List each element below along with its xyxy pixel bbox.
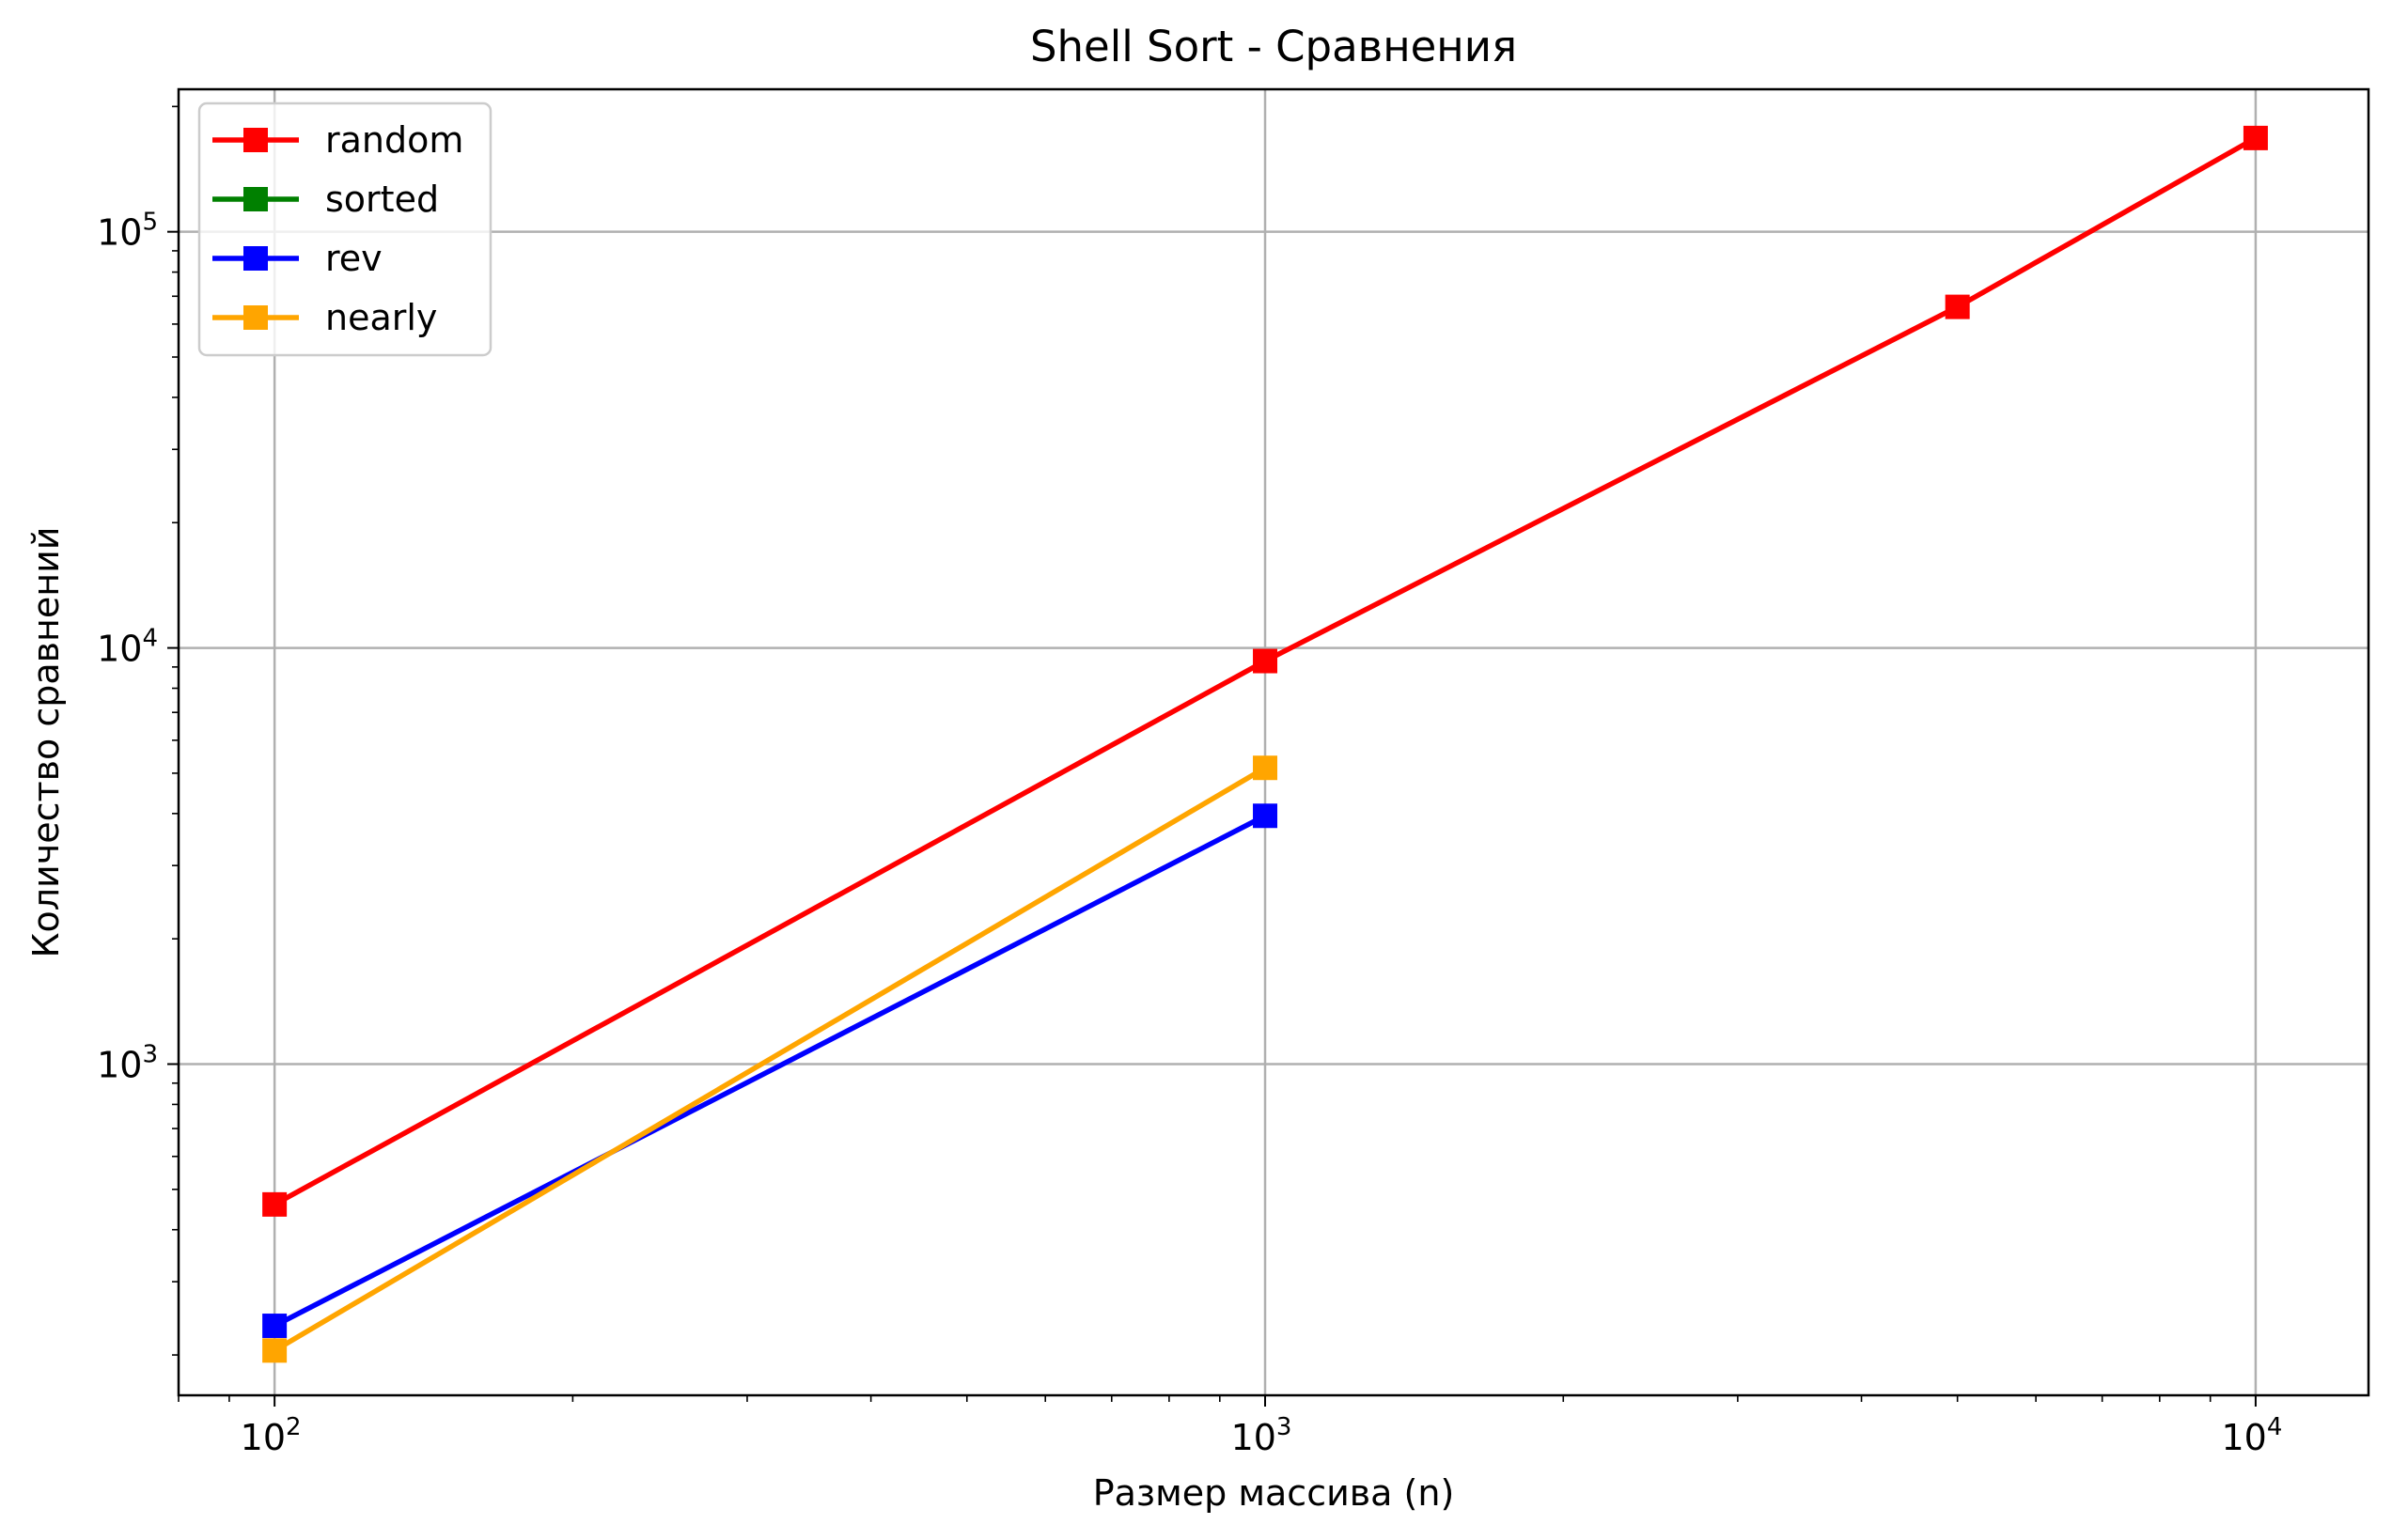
y-tick-label: 105	[97, 209, 158, 254]
legend-items: random sorted rev nearly	[212, 119, 463, 338]
data-point-nearly	[262, 1338, 288, 1363]
y-tick-label-base: 10	[97, 1044, 142, 1085]
legend-marker-nearly	[243, 305, 268, 330]
x-tick-label: 104	[2221, 1413, 2282, 1458]
legend-marker-sorted	[243, 187, 268, 211]
legend-marker-random	[243, 128, 268, 152]
x-tick-label-base: 10	[241, 1417, 286, 1458]
series-line-rev	[273, 813, 1267, 1329]
y-axis-label: Количество сравнений	[25, 527, 67, 958]
legend-label-sorted: sorted	[325, 179, 439, 220]
data-point-random	[1253, 648, 1278, 674]
y-tick-label-exponent: 5	[142, 209, 158, 237]
y-tick-label: 103	[97, 1040, 158, 1085]
y-tick-label-base: 10	[97, 629, 142, 670]
x-tick-label-exponent: 3	[1276, 1413, 1292, 1441]
y-tick-label-exponent: 4	[142, 625, 158, 653]
data-point-nearly	[1253, 755, 1278, 781]
x-tick-label-base: 10	[2221, 1417, 2266, 1458]
x-tick-label-exponent: 4	[2267, 1413, 2283, 1441]
data-point-rev	[262, 1314, 288, 1339]
data-point-random	[1945, 294, 1970, 319]
chart-title: Shell Sort - Сравнения	[1030, 22, 1517, 71]
legend-label-nearly: nearly	[325, 297, 437, 338]
series-line-random	[273, 135, 2258, 1207]
legend-label-rev: rev	[325, 238, 383, 279]
y-tick-label: 104	[97, 625, 158, 670]
legend-box	[197, 101, 492, 357]
y-tick-label-exponent: 3	[142, 1040, 158, 1068]
series-line-nearly	[273, 765, 1267, 1353]
legend-label-random: random	[325, 119, 463, 161]
legend-marker-rev	[243, 246, 268, 271]
data-point-rev	[1253, 803, 1278, 829]
x-axis-label: Размер массива (n)	[1093, 1472, 1455, 1514]
x-tick-label: 103	[1231, 1413, 1292, 1458]
x-tick-label-exponent: 2	[286, 1413, 302, 1441]
x-tick-label-base: 10	[1231, 1417, 1276, 1458]
legend: random sorted rev nearly	[197, 101, 492, 357]
data-point-random	[2243, 125, 2268, 150]
y-tick-label-base: 10	[97, 212, 142, 254]
plot-frame	[177, 87, 2370, 1397]
x-tick-label: 102	[241, 1413, 302, 1458]
data-point-random	[262, 1191, 288, 1217]
series-layer	[262, 125, 2268, 1363]
